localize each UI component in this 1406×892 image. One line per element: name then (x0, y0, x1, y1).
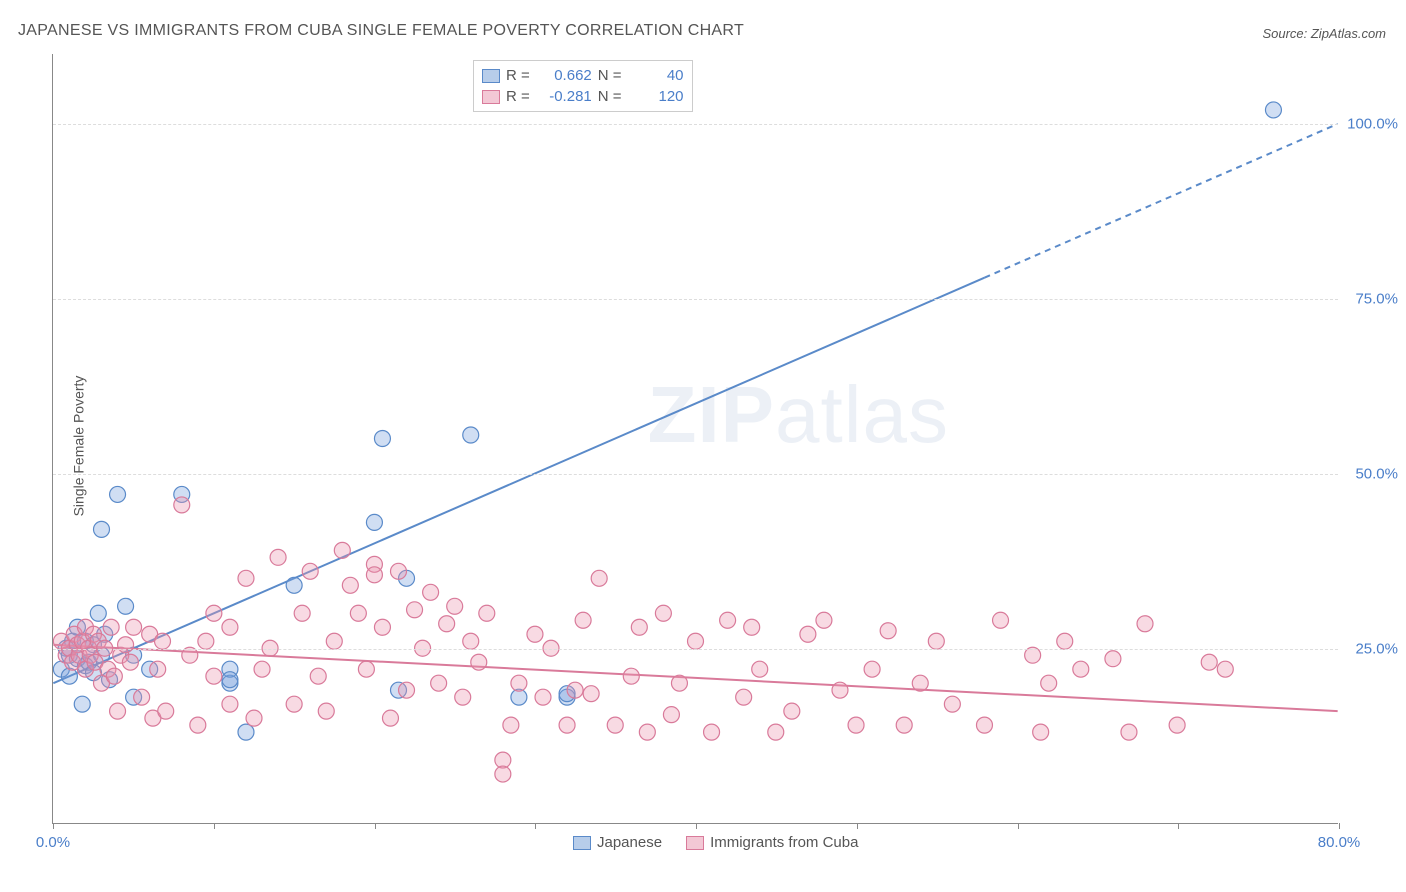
x-tick (1018, 823, 1019, 829)
chart-title: JAPANESE VS IMMIGRANTS FROM CUBA SINGLE … (18, 22, 744, 40)
y-tick-label: 25.0% (1355, 641, 1398, 658)
gridline (53, 474, 1338, 475)
legend-label-cuba: Immigrants from Cuba (710, 834, 858, 851)
legend-item-cuba: Immigrants from Cuba (686, 834, 858, 851)
x-tick (535, 823, 536, 829)
swatch-cuba (482, 90, 500, 104)
r-value-japanese: 0.662 (536, 67, 592, 84)
r-prefix: R = (506, 88, 530, 105)
x-tick-label: 80.0% (1318, 834, 1361, 851)
y-tick-label: 50.0% (1355, 466, 1398, 483)
swatch-japanese-bottom (573, 836, 591, 850)
n-prefix: N = (598, 67, 622, 84)
scatter-plot-svg (53, 54, 1338, 823)
y-tick-label: 75.0% (1355, 291, 1398, 308)
x-tick (53, 823, 54, 829)
x-tick (696, 823, 697, 829)
x-tick (1178, 823, 1179, 829)
legend-row-cuba: R = -0.281 N = 120 (482, 86, 684, 107)
swatch-japanese (482, 69, 500, 83)
n-value-cuba: 120 (628, 88, 684, 105)
swatch-cuba-bottom (686, 836, 704, 850)
source-attribution: Source: ZipAtlas.com (1262, 26, 1386, 41)
n-value-japanese: 40 (628, 67, 684, 84)
legend-label-japanese: Japanese (597, 834, 662, 851)
series-legend: Japanese Immigrants from Cuba (573, 834, 858, 851)
gridline (53, 299, 1338, 300)
legend-row-japanese: R = 0.662 N = 40 (482, 65, 684, 86)
x-tick-label: 0.0% (36, 834, 70, 851)
x-tick (1339, 823, 1340, 829)
chart-container: JAPANESE VS IMMIGRANTS FROM CUBA SINGLE … (0, 0, 1406, 892)
r-value-cuba: -0.281 (536, 88, 592, 105)
correlation-legend: R = 0.662 N = 40 R = -0.281 N = 120 (473, 60, 693, 112)
x-tick (214, 823, 215, 829)
x-tick (375, 823, 376, 829)
r-prefix: R = (506, 67, 530, 84)
plot-area: ZIPatlas R = 0.662 N = 40 R = -0.281 N =… (52, 54, 1338, 824)
x-tick (857, 823, 858, 829)
legend-item-japanese: Japanese (573, 834, 662, 851)
n-prefix: N = (598, 88, 622, 105)
gridline (53, 124, 1338, 125)
gridline (53, 649, 1338, 650)
y-tick-label: 100.0% (1347, 116, 1398, 133)
